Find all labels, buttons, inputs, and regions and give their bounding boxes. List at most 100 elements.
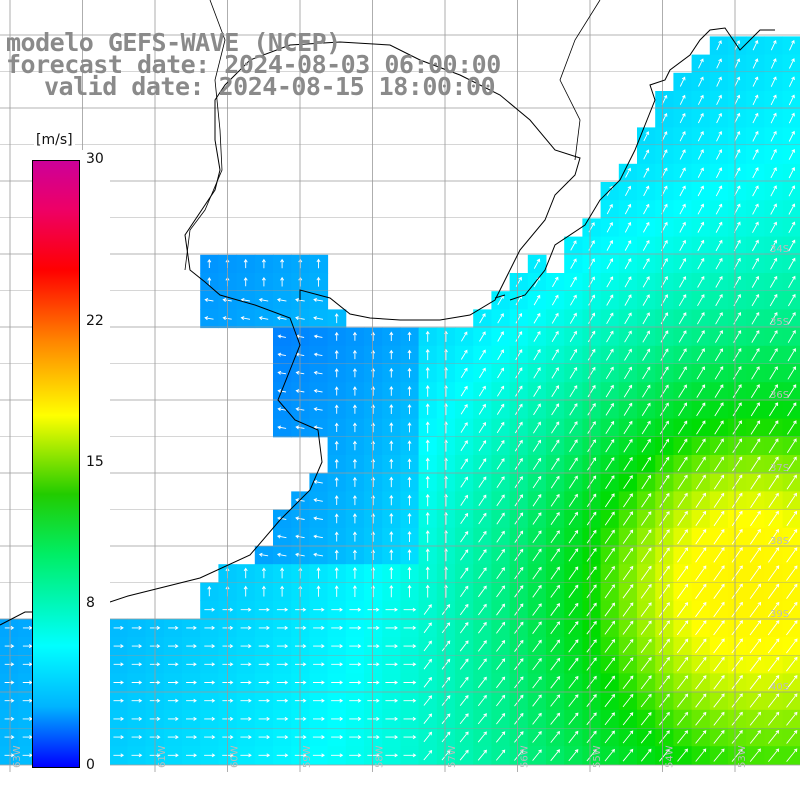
wind-arrow bbox=[371, 367, 376, 378]
wind-arrow bbox=[715, 239, 723, 252]
wind-arrow bbox=[623, 493, 633, 508]
wind-arrow bbox=[604, 693, 616, 708]
wind-arrow bbox=[186, 625, 197, 630]
wind-arrow bbox=[276, 680, 289, 685]
wind-arrow bbox=[695, 748, 707, 762]
wind-arrow bbox=[658, 620, 670, 636]
wind-arrow bbox=[731, 492, 743, 508]
wind-arrow bbox=[713, 730, 725, 744]
wind-arrow bbox=[731, 693, 743, 708]
wind-arrow bbox=[280, 585, 285, 597]
wind-arrow bbox=[258, 297, 269, 302]
wind-arrow bbox=[131, 662, 143, 667]
wind-arrow bbox=[623, 384, 633, 398]
wind-arrow bbox=[586, 675, 597, 689]
wind-arrow bbox=[497, 313, 504, 324]
wind-arrow bbox=[789, 39, 795, 51]
wind-arrow bbox=[514, 421, 523, 434]
wind-arrow bbox=[349, 680, 362, 685]
wind-arrow bbox=[605, 384, 614, 398]
wind-arrow bbox=[496, 530, 505, 543]
wind-arrow bbox=[459, 603, 469, 616]
wind-arrow bbox=[642, 294, 650, 306]
wind-arrow bbox=[334, 386, 339, 396]
wind-arrow bbox=[677, 547, 688, 563]
wind-arrow bbox=[622, 730, 634, 744]
wind-arrow bbox=[331, 753, 344, 758]
wind-arrows bbox=[4, 39, 798, 762]
wind-arrow bbox=[731, 601, 743, 618]
wind-arrow bbox=[787, 329, 796, 343]
wind-arrow bbox=[407, 385, 412, 396]
wind-arrow bbox=[569, 385, 578, 398]
wind-arrow bbox=[389, 331, 394, 341]
wind-arrow bbox=[367, 680, 380, 685]
wind-arrow bbox=[371, 531, 376, 542]
wind-arrow bbox=[515, 349, 523, 361]
wind-arrow bbox=[751, 366, 760, 380]
latitude-label: 36S bbox=[770, 390, 789, 401]
wind-arrow bbox=[679, 203, 686, 215]
wind-arrow bbox=[716, 112, 723, 124]
wind-arrow bbox=[478, 458, 487, 470]
wind-arrow bbox=[604, 639, 615, 653]
wind-arrow bbox=[679, 257, 687, 270]
wind-arrow bbox=[352, 513, 357, 524]
wind-arrow bbox=[352, 368, 357, 378]
wind-arrow bbox=[768, 748, 780, 762]
wind-arrow bbox=[770, 185, 777, 197]
wind-arrow bbox=[750, 438, 761, 453]
wind-arrow bbox=[606, 330, 614, 343]
wind-arrow bbox=[749, 601, 762, 618]
wind-arrow bbox=[334, 495, 339, 505]
wind-arrow bbox=[403, 625, 417, 630]
wind-arrow bbox=[514, 566, 524, 580]
wind-arrow bbox=[186, 716, 198, 721]
wind-arrow bbox=[587, 439, 596, 453]
wind-arrow bbox=[371, 422, 376, 433]
wind-arrow bbox=[441, 640, 451, 652]
wind-arrow bbox=[514, 694, 524, 707]
wind-arrow bbox=[331, 735, 344, 740]
wind-arrow bbox=[697, 239, 705, 252]
wind-arrow bbox=[258, 607, 270, 612]
colorbar-unit: [m/s] bbox=[34, 132, 75, 148]
wind-arrow bbox=[732, 474, 743, 490]
wind-arrow bbox=[643, 167, 650, 178]
wind-arrow bbox=[624, 203, 632, 215]
wind-arrow bbox=[113, 735, 125, 740]
wind-arrow bbox=[533, 367, 541, 379]
wind-arrow bbox=[642, 239, 650, 251]
wind-arrow bbox=[677, 693, 689, 708]
wind-arrow bbox=[714, 438, 724, 453]
wind-arrow bbox=[532, 657, 542, 671]
wind-arrow bbox=[514, 639, 524, 652]
wind-arrow bbox=[258, 680, 270, 685]
wind-arrow bbox=[533, 258, 541, 269]
wind-arrow bbox=[532, 584, 542, 598]
wind-arrow bbox=[752, 239, 759, 252]
wind-arrow bbox=[552, 276, 559, 288]
wind-arrow bbox=[713, 601, 725, 618]
wind-arrow bbox=[677, 711, 689, 726]
wind-arrow bbox=[586, 584, 597, 599]
wind-arrow bbox=[258, 662, 270, 667]
wind-arrow bbox=[788, 94, 795, 106]
wind-arrow bbox=[497, 367, 505, 379]
wind-arrow bbox=[768, 492, 779, 508]
wind-arrow bbox=[407, 566, 412, 580]
wind-arrow bbox=[770, 203, 777, 215]
wind-arrow bbox=[586, 748, 597, 762]
wind-arrow bbox=[624, 240, 632, 251]
wind-arrow bbox=[678, 294, 687, 307]
wind-arrow bbox=[496, 476, 505, 488]
wind-arrow bbox=[497, 331, 504, 342]
wind-arrow bbox=[533, 403, 541, 416]
wind-arrow bbox=[515, 403, 523, 415]
wind-arrow bbox=[568, 730, 579, 744]
wind-arrow bbox=[587, 330, 596, 343]
wind-arrow bbox=[316, 585, 321, 597]
wind-arrow bbox=[334, 585, 339, 597]
wind-arrow bbox=[258, 644, 270, 649]
wind-arrow bbox=[313, 552, 324, 557]
